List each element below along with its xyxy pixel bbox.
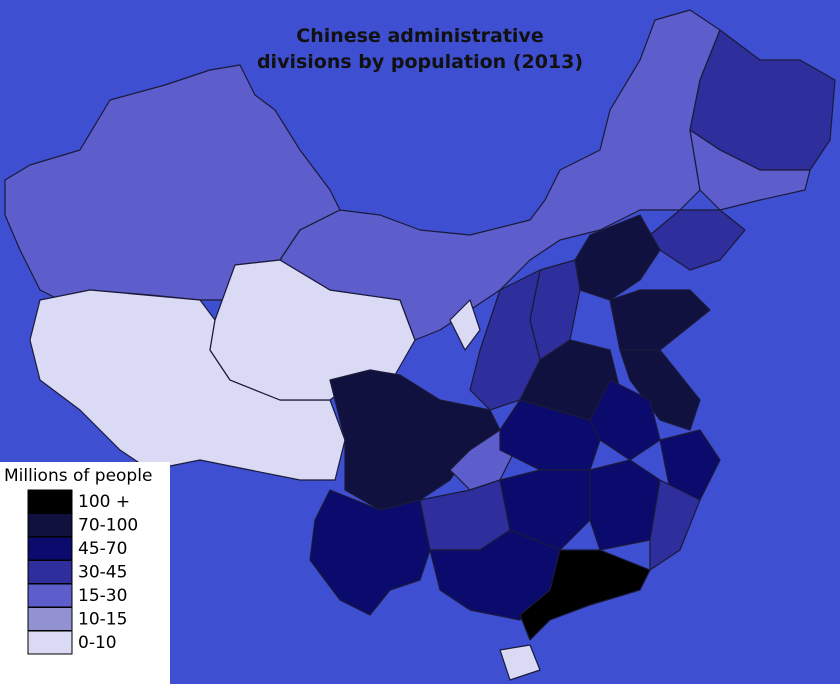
yunnan bbox=[309, 489, 431, 616]
legend: 100 + 70-100 45-70 30-45 15-30 10-15 0-10 bbox=[27, 489, 138, 655]
zhejiang bbox=[659, 429, 721, 501]
legend-label: 70-100 bbox=[78, 516, 138, 536]
jiangxi bbox=[589, 459, 661, 551]
legend-swatch bbox=[27, 536, 73, 561]
jiangsu bbox=[619, 349, 701, 431]
legend-title: Millions of people bbox=[4, 466, 152, 486]
legend-swatch bbox=[27, 607, 73, 631]
provinces bbox=[4, 9, 836, 681]
legend-label: 15-30 bbox=[78, 586, 127, 606]
legend-label: 100 + bbox=[78, 492, 130, 512]
guangdong bbox=[519, 549, 651, 641]
legend-swatch bbox=[27, 630, 73, 655]
legend-swatch bbox=[27, 560, 73, 584]
hainan bbox=[499, 644, 541, 681]
fujian bbox=[649, 479, 701, 571]
legend-swatch bbox=[27, 489, 73, 514]
shandong bbox=[609, 289, 711, 351]
legend-label: 10-15 bbox=[78, 610, 127, 630]
legend-label: 0-10 bbox=[78, 633, 117, 653]
legend-swatch bbox=[27, 513, 73, 537]
legend-label: 30-45 bbox=[78, 563, 127, 583]
ningxia bbox=[449, 299, 481, 351]
title-line: Chinese administrative bbox=[296, 25, 543, 47]
liaoning bbox=[649, 209, 746, 271]
title-line: divisions by population (2013) bbox=[257, 51, 583, 73]
legend-swatch bbox=[27, 583, 73, 608]
legend-label: 45-70 bbox=[78, 539, 127, 559]
jilin bbox=[689, 129, 811, 211]
